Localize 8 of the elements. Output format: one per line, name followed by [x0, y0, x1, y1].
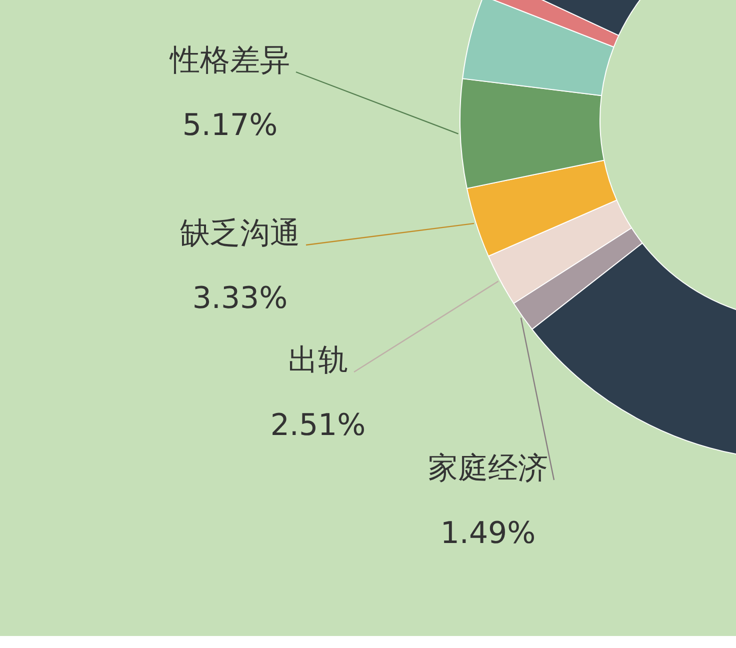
slice-label: 家庭经济: [428, 451, 548, 486]
data-label: 2.51%: [270, 408, 366, 444]
data-label: 3.33%: [192, 281, 288, 316]
data-label: 1.49%: [440, 516, 536, 552]
data-label: 5.17%: [182, 108, 278, 144]
slice-label: 缺乏沟通: [180, 216, 300, 252]
slice-label: 性格差异: [169, 43, 290, 78]
slice-label: 出轨: [288, 343, 348, 378]
